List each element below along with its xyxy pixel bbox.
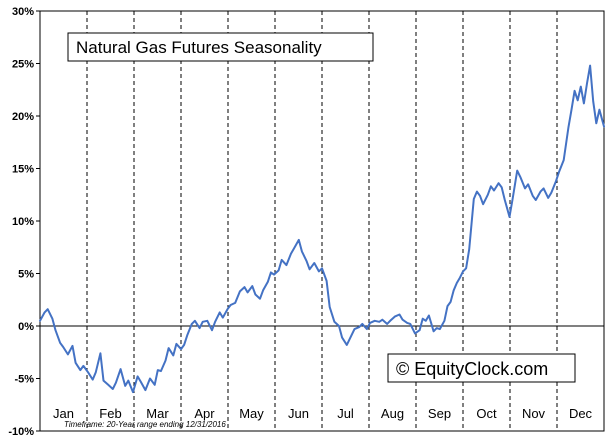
x-tick-label: Apr [194,406,215,421]
y-tick-label: 0% [18,321,34,333]
x-tick-label: Jun [288,406,309,421]
y-axis: 30% 25% 20% 15% 10% 5% 0% -5% -10% [8,6,40,438]
watermark-text: © EquityClock.com [396,359,548,379]
x-axis: Jan Feb Mar Apr May Jun Jul Aug Sep Oct Nov Dec [53,406,593,421]
x-tick-label: Aug [381,406,404,421]
y-tick-label: 10% [12,216,34,228]
chart-title: Natural Gas Futures Seasonality [76,38,322,57]
x-tick-label: Jan [53,406,74,421]
x-tick-label: May [239,406,264,421]
y-tick-label: -10% [8,426,34,438]
series-layer [39,64,605,394]
x-tick-label: Feb [99,406,121,421]
y-tick-label: -5% [14,374,34,386]
y-tick-label: 15% [12,164,34,176]
y-tick-label: 25% [12,59,34,71]
x-tick-label: Oct [476,406,497,421]
series-line [39,64,605,394]
y-tick-label: 30% [12,6,34,18]
x-tick-label: Jul [337,406,354,421]
chart-title-box: Natural Gas Futures Seasonality [67,32,374,62]
x-tick-label: Nov [522,406,546,421]
x-tick-label: Dec [569,406,593,421]
x-tick-label: Mar [146,406,169,421]
y-tick-label: 5% [18,269,34,281]
x-tick-label: Sep [428,406,451,421]
y-tick-label: 20% [12,111,34,123]
watermark-box: © EquityClock.com [387,353,576,383]
footnote: Timeframe: 20-Year range ending 12/31/20… [64,420,226,429]
